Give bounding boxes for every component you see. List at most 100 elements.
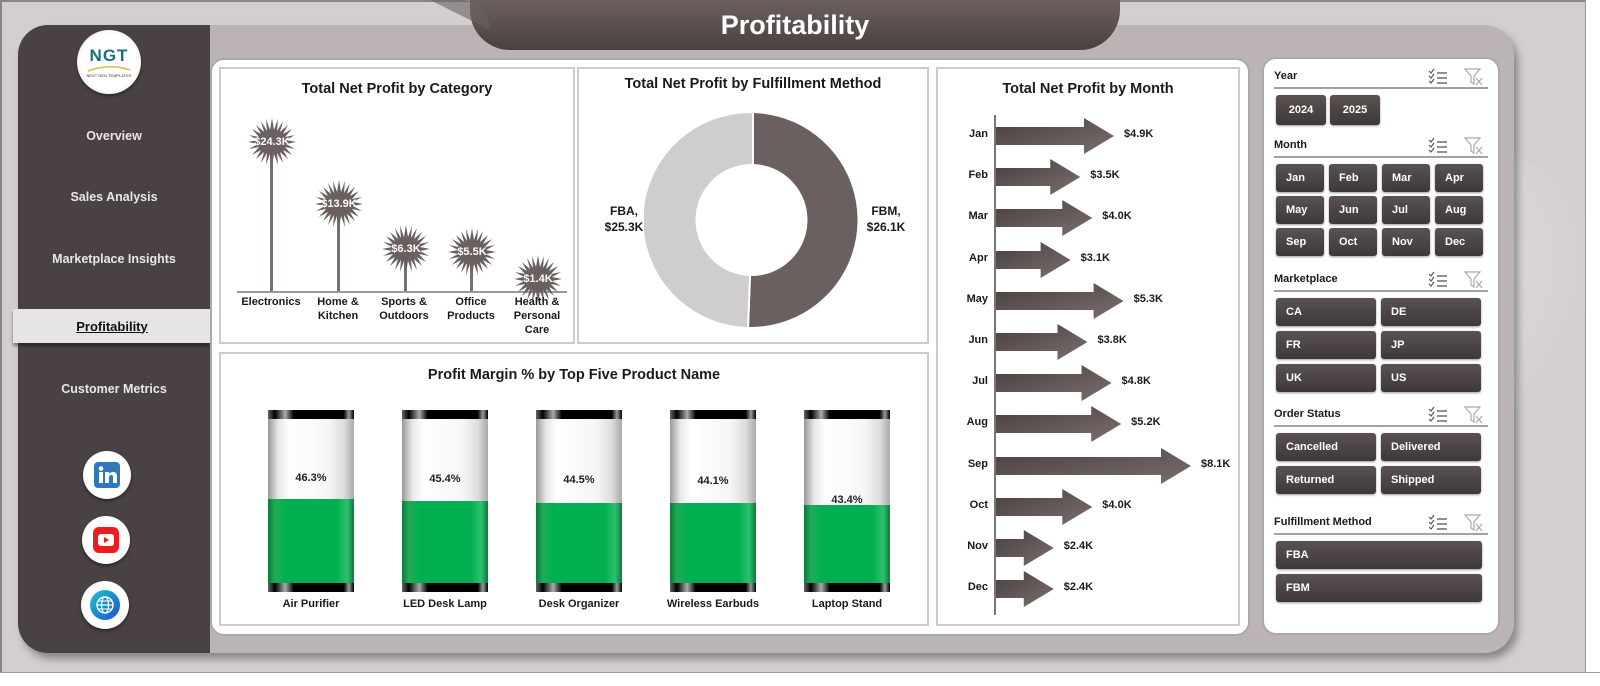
margin-value: 45.4%	[429, 473, 461, 485]
month-y-axis	[994, 115, 996, 615]
slicer-option-month-jan[interactable]: Jan	[1276, 164, 1324, 192]
multi-select-icon[interactable]	[1428, 271, 1448, 289]
sidebar-item-overview[interactable]: Overview	[86, 129, 142, 143]
slicer-option-month-may[interactable]: May	[1276, 196, 1324, 224]
cylinder-bottom-cap	[670, 583, 756, 592]
margin-value: 44.1%	[697, 475, 729, 487]
slicer-option-marketplace-uk[interactable]: UK	[1276, 364, 1376, 392]
arrow-bar[interactable]	[996, 364, 1114, 402]
clear-filter-icon[interactable]	[1463, 137, 1484, 155]
fulfillment-chart-card: Total Net Profit by Fulfillment Method F…	[577, 67, 929, 344]
lollipop-value: $13.9K	[321, 198, 357, 210]
arrow-bar[interactable]	[996, 323, 1089, 361]
slicer-option-order-status-returned[interactable]: Returned	[1276, 466, 1376, 494]
starburst-icon	[514, 255, 562, 303]
arrow-bar[interactable]	[996, 158, 1082, 196]
slicer-option-month-dec[interactable]: Dec	[1435, 228, 1483, 256]
slicer-option-month-aug[interactable]: Aug	[1435, 196, 1483, 224]
multi-select-icon[interactable]	[1428, 514, 1448, 532]
slicer-option-fulfillment-fba[interactable]: FBA	[1276, 541, 1482, 569]
slicer-option-marketplace-jp[interactable]: JP	[1381, 331, 1481, 359]
clear-filter-icon[interactable]	[1463, 406, 1484, 424]
slicer-option-month-apr[interactable]: Apr	[1435, 164, 1483, 192]
margin-cylinder[interactable]: 46.3%	[268, 410, 354, 592]
youtube-icon	[93, 527, 119, 553]
month-value: $8.1K	[1201, 457, 1231, 470]
slicer-option-month-nov[interactable]: Nov	[1382, 228, 1430, 256]
lollipop-stem	[337, 204, 340, 291]
cylinder-bottom-cap	[536, 583, 622, 592]
slicer-option-month-mar[interactable]: Mar	[1382, 164, 1430, 192]
month-chart-title: Total Net Profit by Month	[1002, 81, 1174, 97]
slicer-option-order-status-cancelled[interactable]: Cancelled	[1276, 433, 1376, 461]
starburst-icon	[448, 228, 496, 276]
slicer-option-month-jul[interactable]: Jul	[1382, 196, 1430, 224]
margin-cylinder[interactable]: 43.4%	[804, 410, 890, 592]
cylinder-body	[268, 419, 354, 583]
arrow-bar[interactable]	[996, 405, 1123, 443]
starburst-icon	[315, 180, 363, 228]
margin-chart-card: Profit Margin % by Top Five Product Name…	[219, 352, 929, 626]
margin-cylinder[interactable]: 44.1%	[670, 410, 756, 592]
sidebar-item-customer-metrics[interactable]: Customer Metrics	[61, 382, 167, 396]
month-label: Jun	[968, 334, 988, 346]
sidebar-item-profitability[interactable]: Profitability	[13, 309, 211, 343]
month-label: Dec	[967, 581, 988, 594]
month-chart-card: Total Net Profit by Month Jan $4.9K Feb $3.…	[936, 67, 1240, 626]
month-label: May	[966, 292, 988, 305]
slicer-option-fulfillment-fbm[interactable]: FBM	[1276, 574, 1482, 602]
arrow-bar[interactable]	[996, 488, 1094, 526]
arrow-bar[interactable]	[996, 117, 1116, 155]
sidebar-item-marketplace-insights[interactable]: Marketplace Insights	[52, 252, 176, 266]
multi-select-icon[interactable]	[1428, 137, 1448, 155]
arrow-bar[interactable]	[996, 529, 1056, 567]
clear-filter-icon[interactable]	[1463, 271, 1484, 289]
lollipop-marker: $5.5K	[448, 228, 496, 276]
multi-select-icon[interactable]	[1428, 406, 1448, 424]
slicer-option-month-oct[interactable]: Oct	[1329, 228, 1377, 256]
month-label: Nov	[967, 540, 988, 552]
arrow-bar[interactable]	[996, 241, 1073, 279]
slicer-option-year-2024[interactable]: 2024	[1276, 95, 1326, 125]
month-label: Feb	[968, 169, 988, 182]
slicer-option-marketplace-us[interactable]: US	[1381, 364, 1481, 392]
youtube-button[interactable]	[82, 516, 130, 564]
slicer-option-month-jun[interactable]: Jun	[1329, 196, 1377, 224]
website-button[interactable]	[81, 581, 129, 629]
arrow-bar[interactable]	[996, 447, 1193, 485]
clear-filter-icon[interactable]	[1463, 68, 1484, 86]
slicer-title: Marketplace	[1274, 273, 1338, 285]
arrow-bar[interactable]	[996, 570, 1056, 608]
globe-icon	[90, 590, 120, 620]
month-value: $4.8K	[1121, 375, 1151, 388]
slicer-option-year-2025[interactable]: 2025	[1330, 95, 1380, 125]
slicer-option-order-status-delivered[interactable]: Delivered	[1381, 433, 1481, 461]
slicer-option-marketplace-fr[interactable]: FR	[1276, 331, 1376, 359]
sidebar-item-sales-analysis[interactable]: Sales Analysis	[70, 190, 158, 204]
starburst-icon	[382, 225, 430, 273]
multi-select-icon[interactable]	[1428, 68, 1448, 86]
donut-slice-fbm[interactable]	[746, 111, 860, 329]
fulfillment-chart-title: Total Net Profit by Fulfillment Method	[624, 76, 882, 92]
slicer-option-marketplace-ca[interactable]: CA	[1276, 298, 1376, 326]
right-margin	[1585, 0, 1600, 686]
slicer-option-marketplace-de[interactable]: DE	[1381, 298, 1481, 326]
cylinder-body	[804, 419, 890, 583]
lollipop-marker: $24.3K	[248, 118, 296, 166]
linkedin-button[interactable]	[83, 451, 131, 499]
clear-filter-icon[interactable]	[1463, 514, 1484, 532]
product-label: LED Desk Lamp	[403, 598, 487, 610]
arrow-bar[interactable]	[996, 199, 1094, 237]
margin-cylinder[interactable]: 45.4%	[402, 410, 488, 592]
logo-text: NGT	[89, 46, 129, 65]
slicer-option-month-sep[interactable]: Sep	[1276, 228, 1324, 256]
month-value: $5.2K	[1131, 416, 1161, 429]
margin-cylinder[interactable]: 44.5%	[536, 410, 622, 592]
slicer-option-order-status-shipped[interactable]: Shipped	[1381, 466, 1481, 494]
donut-slice-fba[interactable]	[644, 111, 754, 329]
month-label: Jan	[969, 128, 988, 140]
cylinder-top-cap	[536, 410, 622, 419]
month-label: Mar	[968, 210, 988, 223]
arrow-bar[interactable]	[996, 282, 1126, 320]
slicer-option-month-feb[interactable]: Feb	[1329, 164, 1377, 192]
